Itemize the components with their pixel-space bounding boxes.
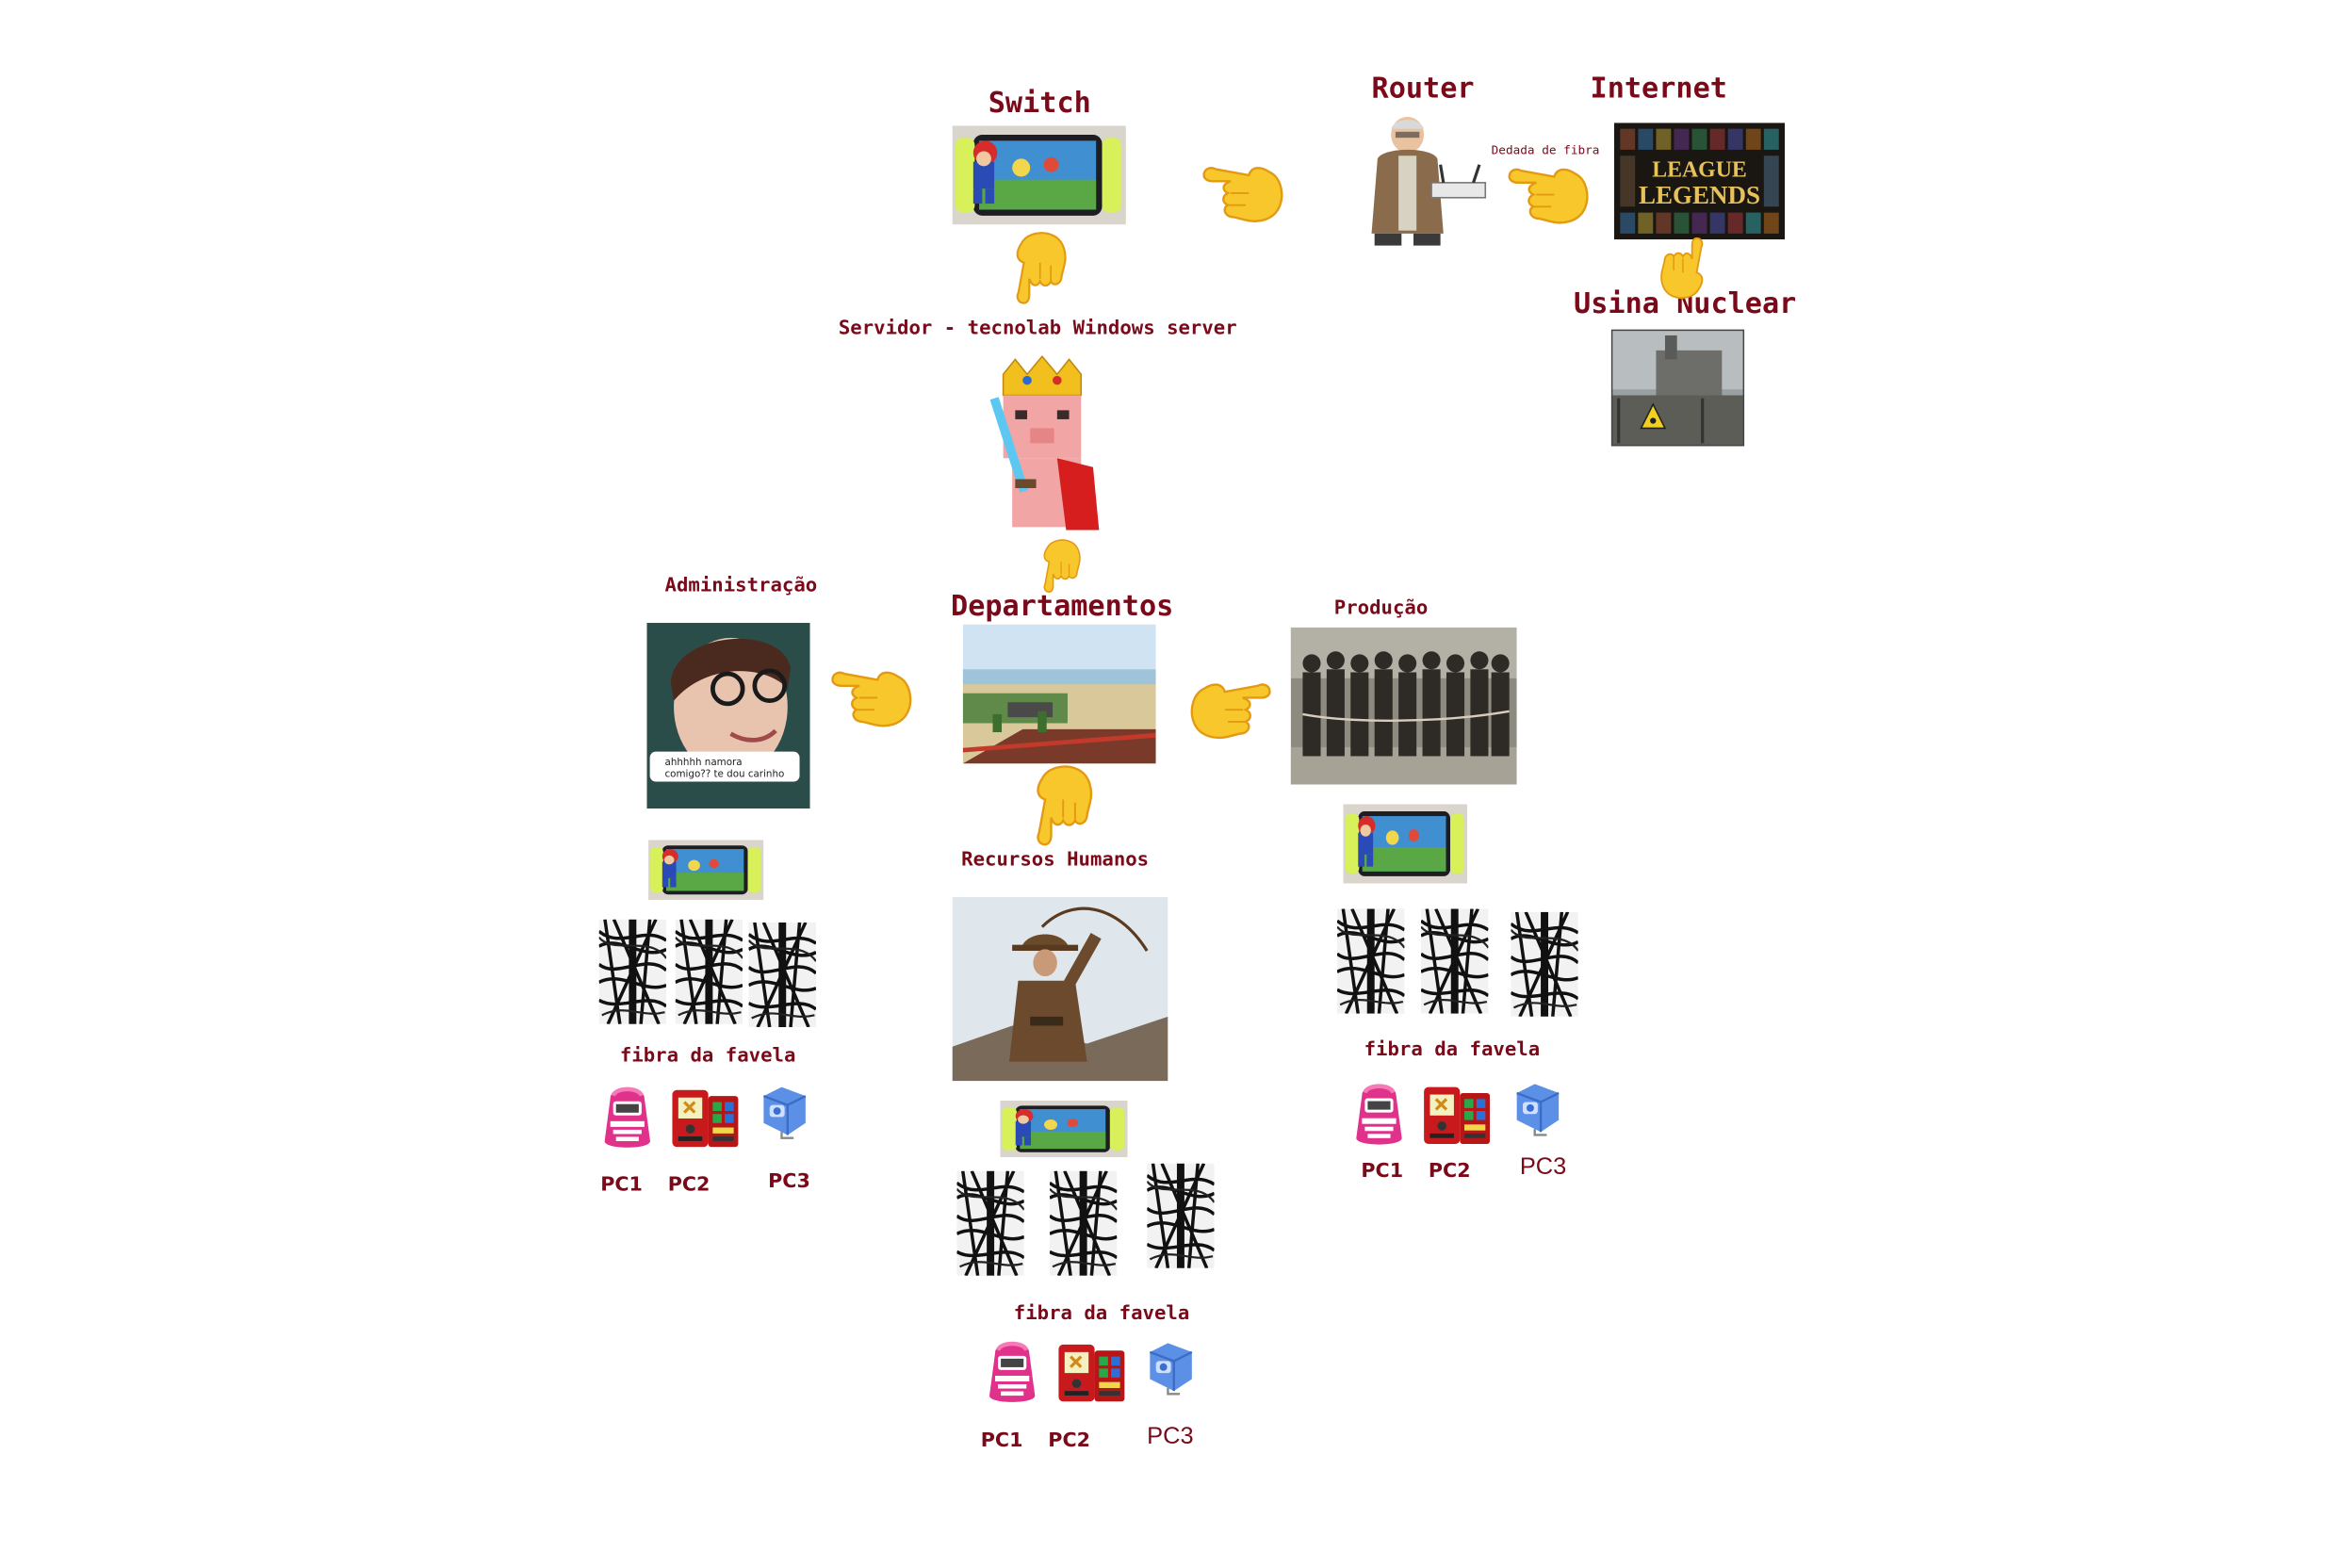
production-pole-3-image xyxy=(1511,912,1578,1017)
production-pc3-label: PC3 xyxy=(1519,1154,1567,1181)
admin-pc1-label: PC1 xyxy=(600,1173,643,1197)
lol-logo-line2: LEGENDS xyxy=(1639,181,1760,209)
arrow-switch-to-router-icon xyxy=(1198,142,1287,232)
lol-logo-line1: LEAGUE xyxy=(1652,158,1747,183)
hr-switch-image xyxy=(1000,1101,1127,1157)
production-pc1-image xyxy=(1350,1075,1407,1150)
arrow-production-to-departments-icon xyxy=(1185,659,1275,748)
internet-label: Internet xyxy=(1590,72,1727,106)
production-pc1-label: PC1 xyxy=(1361,1160,1404,1184)
arrow-router-to-internet-icon xyxy=(1503,144,1593,234)
admin-image: ahhhhh namora comigo?? te dou carinho xyxy=(646,623,810,809)
admin-label: Administração xyxy=(664,575,818,598)
production-label: Produção xyxy=(1333,597,1429,620)
hr-image xyxy=(952,896,1168,1082)
admin-photo-caption-line2: comigo?? te dou carinho xyxy=(665,769,785,780)
switch-image xyxy=(953,125,1126,224)
hr-pole-3-image xyxy=(1147,1164,1215,1268)
hr-pc3-image xyxy=(1141,1337,1201,1397)
arrow-departments-to-admin-icon xyxy=(826,646,916,736)
router-label: Router xyxy=(1371,72,1475,106)
server-label: Servidor - tecnolab Windows server xyxy=(838,317,1237,340)
admin-pc2-label: PC2 xyxy=(667,1173,711,1197)
hr-cabling-label: fibra da favela xyxy=(1013,1302,1190,1326)
hr-pc3-label: PC3 xyxy=(1147,1424,1194,1450)
hr-pole-1-image xyxy=(956,1171,1024,1276)
production-image xyxy=(1290,627,1517,785)
arrow-hr-to-departments-icon xyxy=(1012,760,1102,850)
production-pole-1-image xyxy=(1337,909,1405,1014)
production-pole-2-image xyxy=(1421,909,1489,1014)
departments-label: Departamentos xyxy=(951,590,1174,624)
admin-pc2-image xyxy=(671,1087,740,1151)
hr-pc2-image xyxy=(1057,1342,1126,1405)
production-pc2-image xyxy=(1423,1084,1492,1147)
admin-pole-2-image xyxy=(676,920,743,1024)
router-image xyxy=(1353,113,1492,249)
arrow-server-to-switch-icon xyxy=(994,228,1075,309)
admin-pc3-image xyxy=(755,1081,815,1141)
server-image xyxy=(982,353,1105,536)
nuclear-image xyxy=(1610,329,1745,447)
production-switch-image xyxy=(1343,804,1467,883)
hr-pc1-image xyxy=(984,1332,1040,1407)
hr-label: Recursos Humanos xyxy=(961,848,1150,872)
hr-pc1-label: PC1 xyxy=(980,1429,1023,1453)
arrow-departments-to-server-icon xyxy=(1027,536,1087,596)
admin-pc3-label: PC3 xyxy=(768,1170,810,1194)
production-pc3-image xyxy=(1508,1078,1568,1138)
admin-pole-3-image xyxy=(749,923,817,1027)
fiber-link-label: Dedada de fibra xyxy=(1491,143,1600,157)
production-cabling-label: fibra da favela xyxy=(1364,1038,1541,1062)
hr-pc2-label: PC2 xyxy=(1048,1429,1090,1453)
admin-pc1-image xyxy=(599,1078,656,1152)
production-pc2-label: PC2 xyxy=(1428,1160,1471,1184)
admin-cabling-label: fibra da favela xyxy=(619,1045,796,1068)
admin-photo-caption-line1: ahhhhh namora xyxy=(665,757,743,768)
departments-image xyxy=(962,624,1156,764)
admin-switch-image xyxy=(648,840,763,900)
hr-pole-2-image xyxy=(1050,1171,1118,1276)
admin-pole-1-image xyxy=(599,920,667,1024)
arrow-internet-to-nuclear-icon xyxy=(1653,234,1722,302)
internet-image: LEAGUE LEGENDS xyxy=(1613,122,1786,240)
switch-label: Switch xyxy=(988,87,1091,121)
